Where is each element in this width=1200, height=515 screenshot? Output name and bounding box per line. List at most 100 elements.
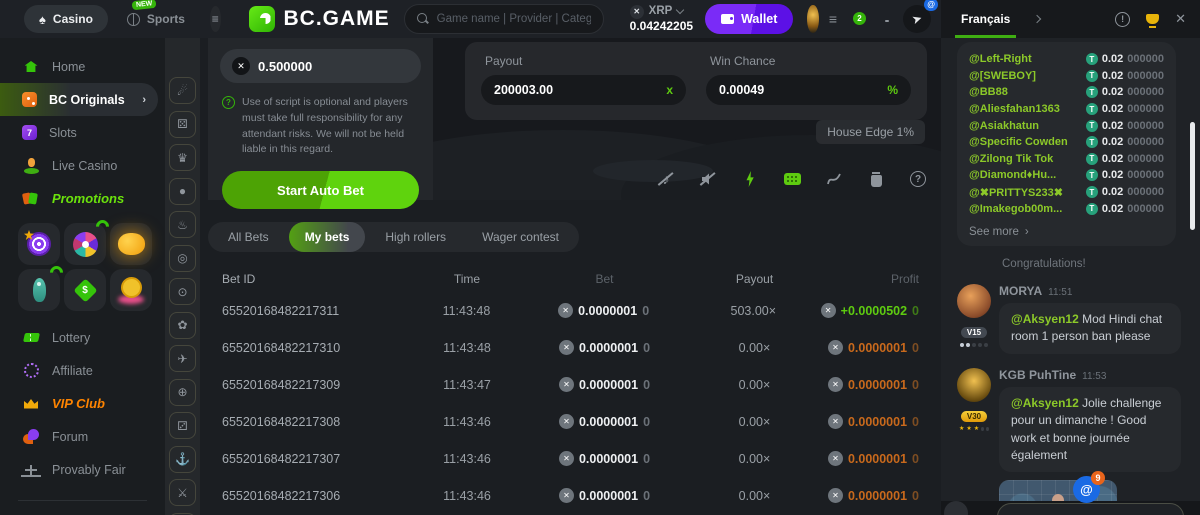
table-row[interactable]: 65520168482217310 11:43:48 ✕ 0.0000001 0 … — [222, 329, 919, 366]
speaker-glyph — [702, 173, 709, 185]
chat-toggle-button[interactable]: ➤ @ — [903, 0, 938, 33]
table-row[interactable]: 65520168482217311 11:43:48 ✕ 0.0000001 0 … — [222, 292, 919, 329]
winner-username[interactable]: @Diamond♦Hu... — [969, 169, 1057, 182]
user-level: V30 ★ ★ ★ — [959, 406, 989, 432]
sidebar-item-slots[interactable]: Slots — [0, 116, 165, 149]
mention-link[interactable]: @Aksyen12 — [1011, 311, 1079, 326]
user-avatar[interactable] — [807, 5, 819, 33]
game-icon[interactable]: ◎ — [169, 244, 196, 272]
chat-close-icon[interactable]: ✕ — [1175, 11, 1186, 26]
tab-my-bets[interactable]: My bets — [288, 222, 366, 252]
tab-wager-contest[interactable]: Wager contest — [482, 230, 559, 244]
table-row[interactable]: 65520168482217309 11:43:47 ✕ 0.0000001 0 … — [222, 366, 919, 403]
sidebar-item-provably-fair[interactable]: Provably Fair — [0, 453, 165, 486]
sidebar-item-live-casino[interactable]: Live Casino — [0, 149, 165, 182]
chat-scrollbar[interactable] — [1190, 122, 1195, 230]
music-muted-icon[interactable]: ♪ — [657, 170, 675, 188]
hotkeys-keyboard-icon[interactable] — [783, 170, 801, 188]
winner-username[interactable]: @Zilong Tik Tok — [969, 152, 1054, 165]
sidebar-item-home[interactable]: Home — [0, 50, 165, 83]
game-icon[interactable]: ⊕ — [169, 378, 196, 406]
game-icon[interactable]: ⚂ — [169, 412, 196, 439]
user-avatar[interactable] — [957, 367, 991, 402]
game-icon[interactable]: ☄ — [169, 77, 196, 104]
promo-tile-quests[interactable] — [18, 223, 60, 265]
game-icon[interactable]: ♨ — [169, 211, 196, 238]
game-search[interactable] — [403, 4, 604, 34]
casino-tab[interactable]: ♠ Casino — [24, 5, 108, 33]
promo-tile-piggy-bank[interactable] — [110, 223, 152, 265]
win-chance-label: Win Chance — [710, 54, 776, 68]
profit-value: 0.0000001 — [847, 340, 908, 355]
tab-all-bets[interactable]: All Bets — [228, 230, 269, 244]
winner-username[interactable]: @Asiakhatun — [969, 119, 1040, 132]
sound-muted-icon[interactable] — [699, 170, 717, 188]
game-icon[interactable]: ⚔ — [169, 479, 196, 506]
chat-message-input[interactable] — [997, 503, 1184, 515]
game-icon[interactable]: ✿ — [169, 311, 196, 339]
clear-trash-icon[interactable] — [867, 170, 885, 188]
game-icon[interactable]: ⚓ — [169, 445, 196, 473]
bet-amount-field[interactable]: ✕ — [220, 49, 421, 83]
tab-high-rollers[interactable]: High rollers — [385, 230, 447, 244]
trends-icon[interactable] — [825, 170, 843, 188]
sidebar-item-forum[interactable]: Forum — [0, 420, 165, 453]
game-icon[interactable]: ⊙ — [169, 278, 196, 305]
promo-tile-spin-wheel[interactable] — [64, 217, 112, 265]
game-icon[interactable]: ⚄ — [169, 110, 196, 138]
table-row[interactable]: 65520168482217307 11:43:46 ✕ 0.0000001 0 … — [222, 440, 919, 477]
sidebar-item-vip-club[interactable]: VIP Club — [0, 387, 165, 420]
turbo-bolt-icon[interactable] — [741, 170, 759, 188]
winner-username[interactable]: @Imakegob00m... — [969, 202, 1063, 215]
winner-username[interactable]: @✖PRITTYS233✖ — [969, 186, 1063, 199]
chat-room-tab[interactable]: Français — [955, 0, 1017, 38]
winner-username[interactable]: @Aliesfahan1363 — [969, 103, 1060, 116]
xrp-coin-icon: ✕ — [820, 303, 836, 318]
winner-username[interactable]: @BB88 — [969, 86, 1008, 99]
see-more-link[interactable]: See more › — [969, 226, 1164, 238]
promo-tile-rocket[interactable] — [18, 263, 66, 311]
brand-logo[interactable]: BC.GAME — [248, 6, 390, 32]
chat-room-next-icon[interactable] — [1033, 14, 1042, 24]
mention-link[interactable]: @Aksyen12 — [1011, 395, 1079, 410]
sports-tab[interactable]: NEW Sports — [112, 0, 200, 33]
bet-amount-input[interactable] — [258, 58, 409, 74]
winner-username[interactable]: @[SWEBOY] — [969, 69, 1036, 82]
promo-tile-bonus-tag[interactable] — [64, 269, 106, 311]
balance-selector[interactable]: ✕ XRP 0.04242205 — [629, 4, 693, 33]
winner-username[interactable]: @Left-Right — [969, 53, 1032, 66]
win-chance-field[interactable]: % — [706, 75, 911, 105]
promo-tile-coins[interactable] — [110, 269, 152, 311]
percent-icon: % — [887, 83, 898, 97]
mention-button[interactable]: @ 9 — [1073, 471, 1105, 504]
trophy-icon[interactable] — [1146, 14, 1160, 28]
sidebar-item-lottery[interactable]: Lottery — [0, 321, 165, 354]
game-glyph: ⚓ — [175, 452, 190, 466]
game-icon[interactable]: ✈ — [169, 345, 196, 372]
game-icon[interactable]: ♛ — [169, 144, 196, 171]
profile-menu-icon[interactable]: ≡ — [828, 11, 837, 27]
congratulations-text: Congratulations! — [1002, 257, 1086, 270]
winner-username[interactable]: @Specific Cowden — [969, 136, 1068, 149]
payout-input[interactable] — [494, 83, 667, 97]
promotions-icon — [22, 190, 40, 208]
sidebar-item-promotions[interactable]: Promotions — [0, 182, 165, 215]
amount-main: 0.02 — [1101, 136, 1124, 149]
bet-value: 0.0000001 — [578, 303, 638, 318]
start-auto-bet-button[interactable]: Start Auto Bet — [222, 171, 419, 209]
user-avatar[interactable] — [957, 283, 991, 318]
table-row[interactable]: 65520168482217308 11:43:46 ✕ 0.0000001 0 … — [222, 403, 919, 440]
game-icon[interactable]: ● — [169, 177, 196, 205]
win-chance-input[interactable] — [719, 83, 888, 97]
help-icon[interactable]: ? — [909, 170, 927, 188]
chat-rules-icon[interactable]: ! — [1115, 11, 1131, 27]
sidebar-item-bc-originals[interactable]: BC Originals › — [0, 83, 158, 116]
table-row[interactable]: 65520168482217306 11:43:46 ✕ 0.0000001 0 … — [222, 477, 919, 514]
payout-field[interactable]: x — [481, 75, 686, 105]
wallet-button[interactable]: Wallet — [705, 4, 794, 34]
payout-cell: 0.00× — [738, 451, 771, 466]
menu-button[interactable]: ≡ — [209, 6, 221, 32]
game-toolbar: ♪ ? — [657, 170, 927, 188]
sidebar-item-affiliate[interactable]: Affiliate — [0, 354, 165, 387]
search-input[interactable] — [436, 13, 591, 25]
